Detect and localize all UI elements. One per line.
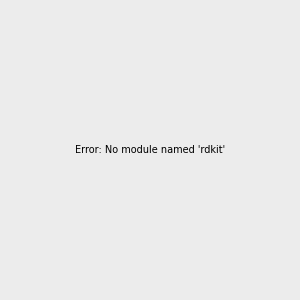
Text: Error: No module named 'rdkit': Error: No module named 'rdkit': [75, 145, 225, 155]
